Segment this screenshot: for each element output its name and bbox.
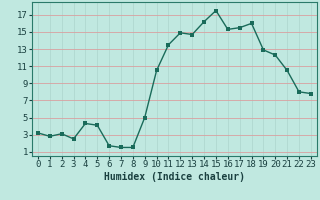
- X-axis label: Humidex (Indice chaleur): Humidex (Indice chaleur): [104, 172, 245, 182]
